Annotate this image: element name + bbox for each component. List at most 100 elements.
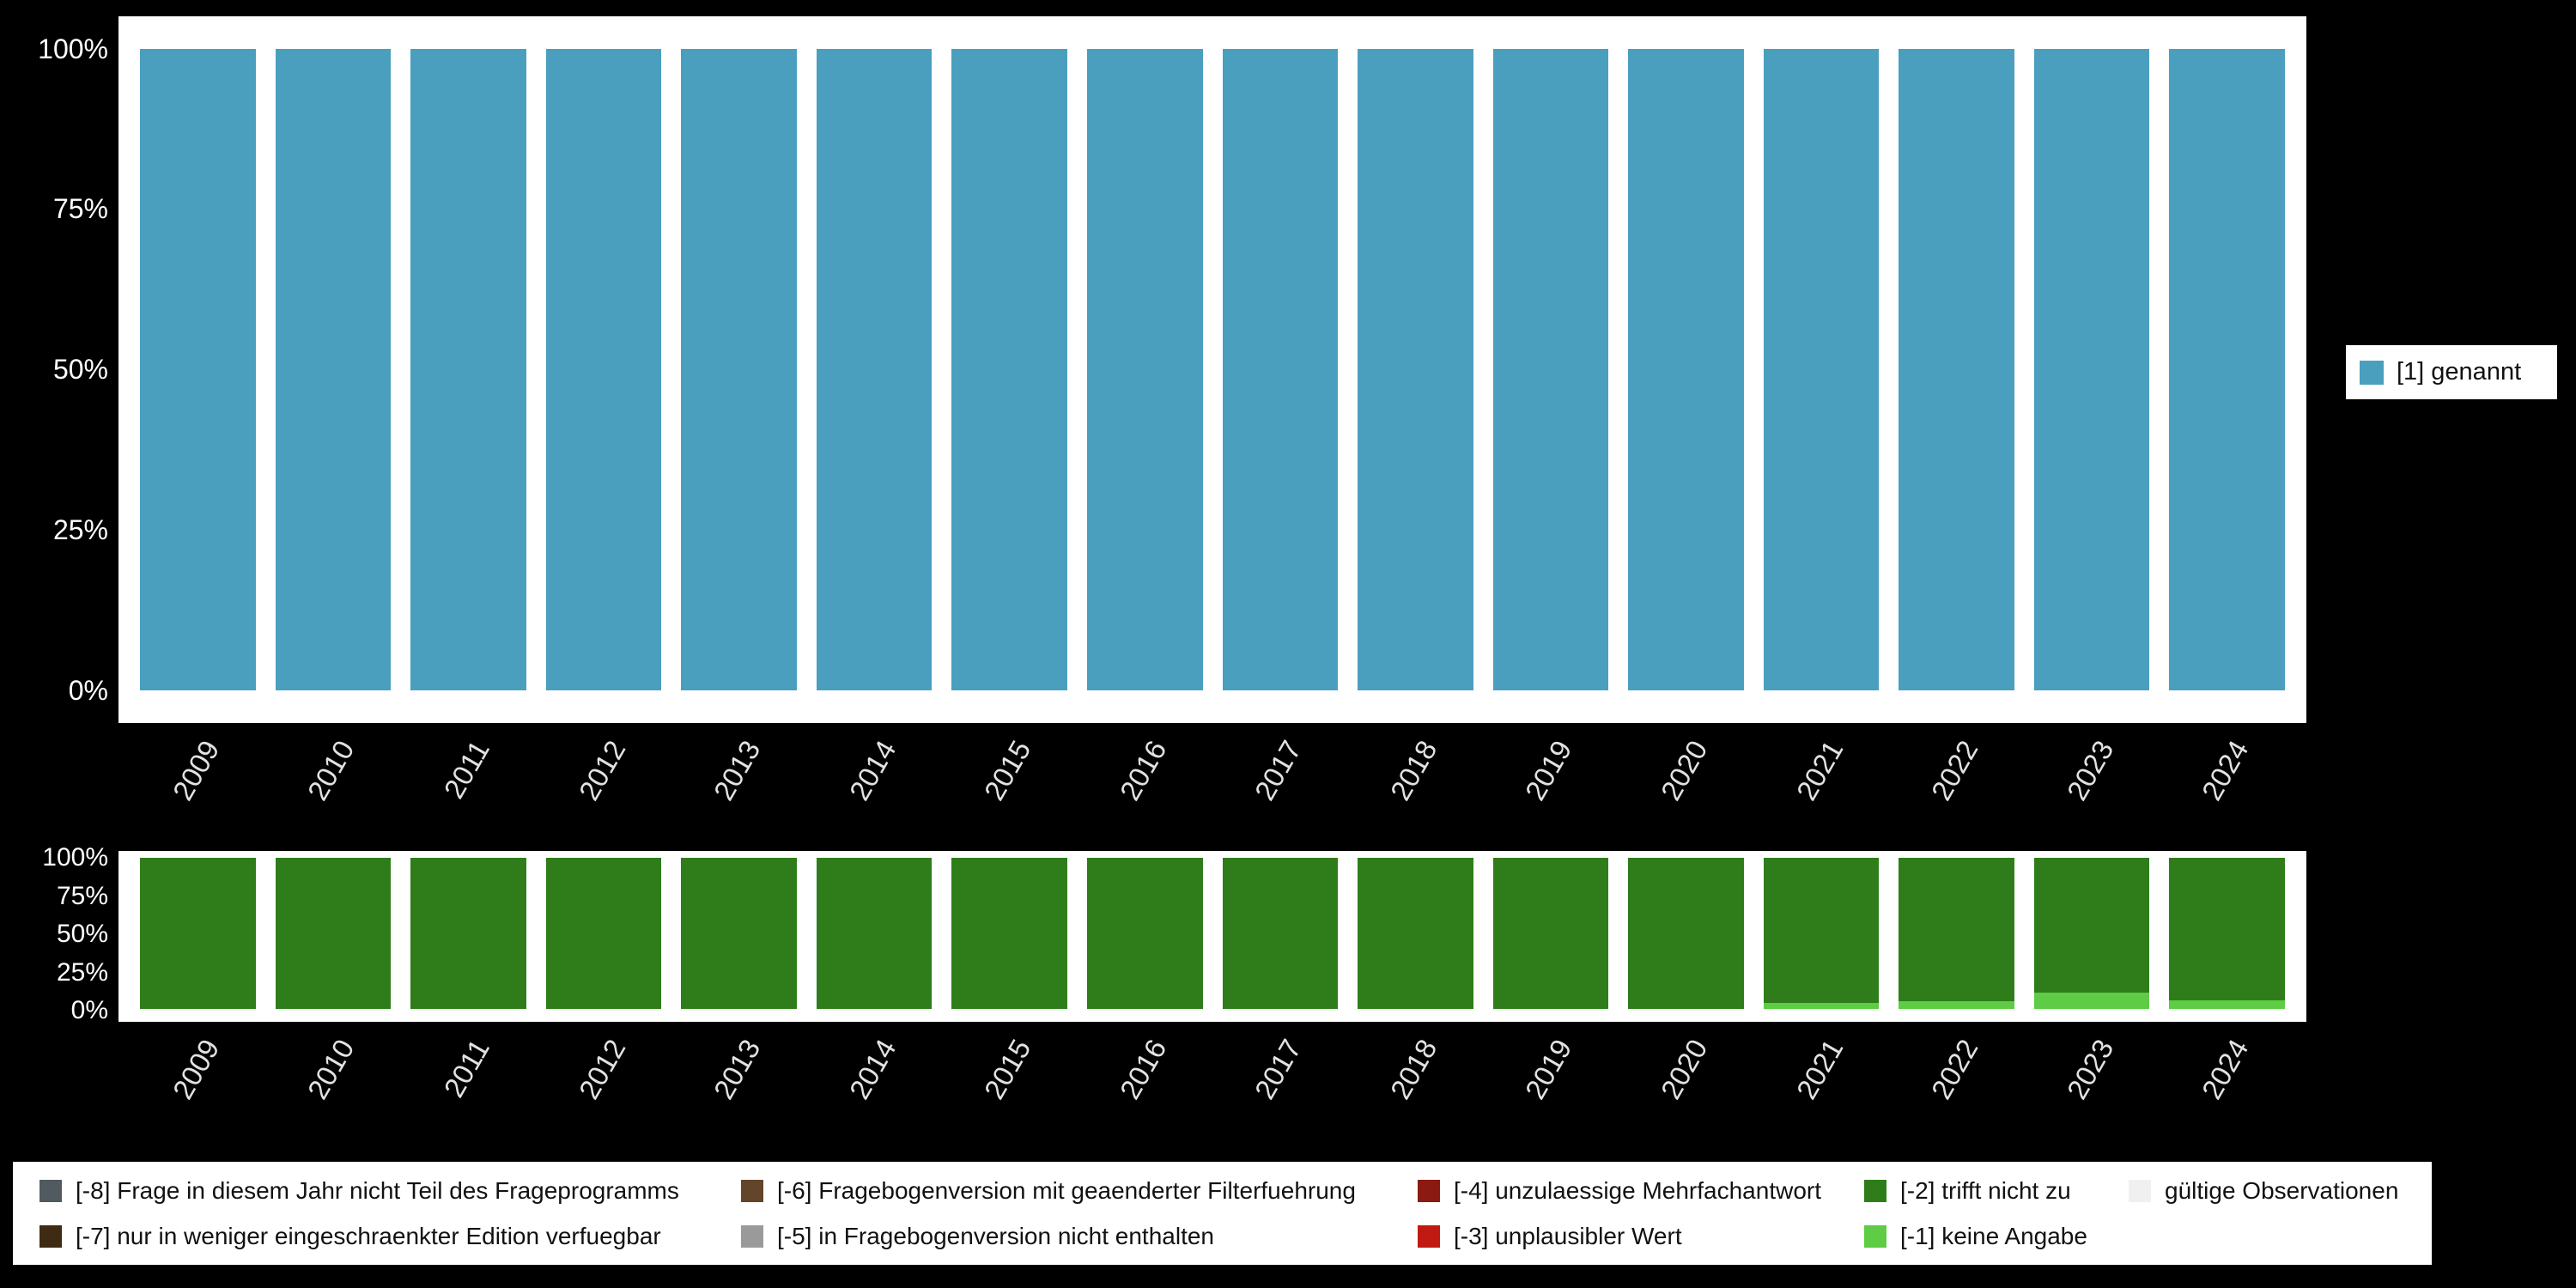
bar-segment [816,1009,933,1011]
bar-2022 [1899,49,2014,690]
bar-segment [1763,1009,1880,1011]
bar-2010 [275,49,392,690]
bar-2015 [951,858,1067,1011]
bar-segment [1492,49,1609,690]
x-tick-label: 2024 [2196,1034,2255,1105]
bar-segment [1899,1001,2014,1010]
bar-segment [1628,1009,1744,1011]
bar-segment [410,858,526,1010]
legend-item: [-8] Frage in diesem Jahr nicht Teil des… [39,1172,741,1209]
x-tick-label: 2019 [1519,1034,1578,1105]
bar-segment [1899,49,2014,690]
x-tick-label: 2013 [707,1034,767,1105]
bar-2016 [1086,858,1203,1011]
x-tick-label: 2018 [1383,735,1443,806]
x-tick-label: 2022 [1924,735,1984,806]
legend-item: [-4] unzulaessige Mehrfachantwort [1418,1172,1864,1209]
bar-segment [1086,1009,1203,1011]
bottom-chart-y-axis: 100% 75% 50% 25% 0% [42,843,108,1024]
bar-segment [1358,49,1473,690]
bar-segment [816,858,933,1010]
bar-segment [275,1009,392,1011]
legend-label: [-2] trifft nicht zu [1900,1176,2071,1204]
top-chart-y-axis: 100% 75% 50% 25% 0% [38,33,108,706]
x-tick-label: 2009 [166,735,226,806]
legend-column: [-2] trifft nicht zu [-1] keine Angabe [1864,1172,2129,1255]
legend-column: [-8] Frage in diesem Jahr nicht Teil des… [39,1172,741,1255]
bar-2024 [2169,49,2285,690]
bar-2016 [1086,49,1203,690]
bar-segment [1492,1009,1609,1011]
bar-2023 [2033,858,2150,1011]
bar-segment [1086,858,1203,1010]
bar-segment [1492,858,1609,1010]
x-tick-label: 2016 [1113,1034,1173,1105]
bar-segment [545,49,662,690]
bar-segment [1628,49,1744,690]
bar-2011 [410,49,526,690]
x-tick-label: 2011 [437,735,496,804]
legend-swatch [2360,360,2384,385]
x-tick-label: 2020 [1654,735,1714,806]
bar-segment [140,1009,256,1011]
x-tick-label: 2018 [1383,1034,1443,1105]
bar-segment [951,858,1067,1010]
bar-segment [951,1009,1067,1011]
x-tick-label: 2009 [166,1034,226,1105]
legend-label: [-6] Fragebogenversion mit geaenderter F… [777,1176,1356,1204]
x-tick-label: 2014 [842,1034,902,1105]
legend-label: [-7] nur in weniger eingeschraenkter Edi… [76,1222,661,1249]
bar-2009 [140,858,256,1011]
legend-label: [-5] in Fragebogenversion nicht enthalte… [777,1222,1214,1249]
bar-segment [545,858,662,1010]
bar-segment [275,49,392,690]
x-tick-label: 2020 [1654,1034,1714,1105]
legend-bottom: [-8] Frage in diesem Jahr nicht Teil des… [13,1162,2432,1265]
x-tick-label: 2019 [1519,735,1578,806]
x-tick-label: 2024 [2196,735,2255,806]
legend-item: [-2] trifft nicht zu [1864,1172,2129,1209]
bar-2013 [681,858,797,1011]
x-tick-label: 2017 [1249,1034,1308,1105]
legend-label: [-8] Frage in diesem Jahr nicht Teil des… [76,1176,679,1204]
bar-segment [2169,858,2285,1000]
x-tick-label: 2022 [1924,1034,1984,1105]
bar-segment [2033,858,2150,993]
legend-label: [-4] unzulaessige Mehrfachantwort [1454,1176,1821,1204]
bar-2012 [545,858,662,1011]
bottom-chart-x-axis: 2009 2010 2011 2012 2013 2014 2015 2016 2017 2018… [118,1034,2306,1145]
legend-swatch [741,1224,763,1248]
legend-item: [-6] Fragebogenversion mit geaenderter F… [741,1172,1418,1209]
bottom-chart-panel [118,851,2306,1022]
x-tick-label: 2012 [572,1034,632,1105]
bar-segment [816,49,933,690]
bar-segment [1628,858,1744,1010]
x-tick-label: 2021 [1789,735,1850,806]
bottom-chart-bars [140,858,2285,1011]
legend-swatch [741,1179,763,1202]
bar-segment [2169,1009,2285,1011]
legend-item: [-5] in Fragebogenversion nicht enthalte… [741,1218,1418,1255]
bar-segment [1763,858,1880,1004]
x-tick-label: 2011 [437,1034,496,1103]
bar-2021 [1763,49,1880,690]
legend-item: [-1] keine Angabe [1864,1218,2129,1255]
bar-segment [1222,1009,1339,1011]
bar-2012 [545,49,662,690]
x-tick-label: 2013 [707,735,767,806]
bar-2015 [951,49,1067,690]
bar-2018 [1358,858,1473,1011]
legend-swatch [1418,1224,1440,1248]
x-tick-label: 2023 [2060,1034,2120,1105]
bar-segment [1222,858,1339,1010]
legend-label: gültige Observationen [2165,1176,2399,1204]
legend-swatch [2129,1179,2151,1202]
legend-swatch [1864,1179,1886,1202]
bar-segment [951,49,1067,690]
x-tick-label: 2010 [301,1034,361,1105]
bar-segment [2033,49,2150,690]
bar-segment [2033,992,2150,1010]
legend-item: gültige Observationen [2129,1172,2432,1209]
bar-2023 [2033,49,2150,690]
legend-column: [-6] Fragebogenversion mit geaenderter F… [741,1172,1418,1255]
